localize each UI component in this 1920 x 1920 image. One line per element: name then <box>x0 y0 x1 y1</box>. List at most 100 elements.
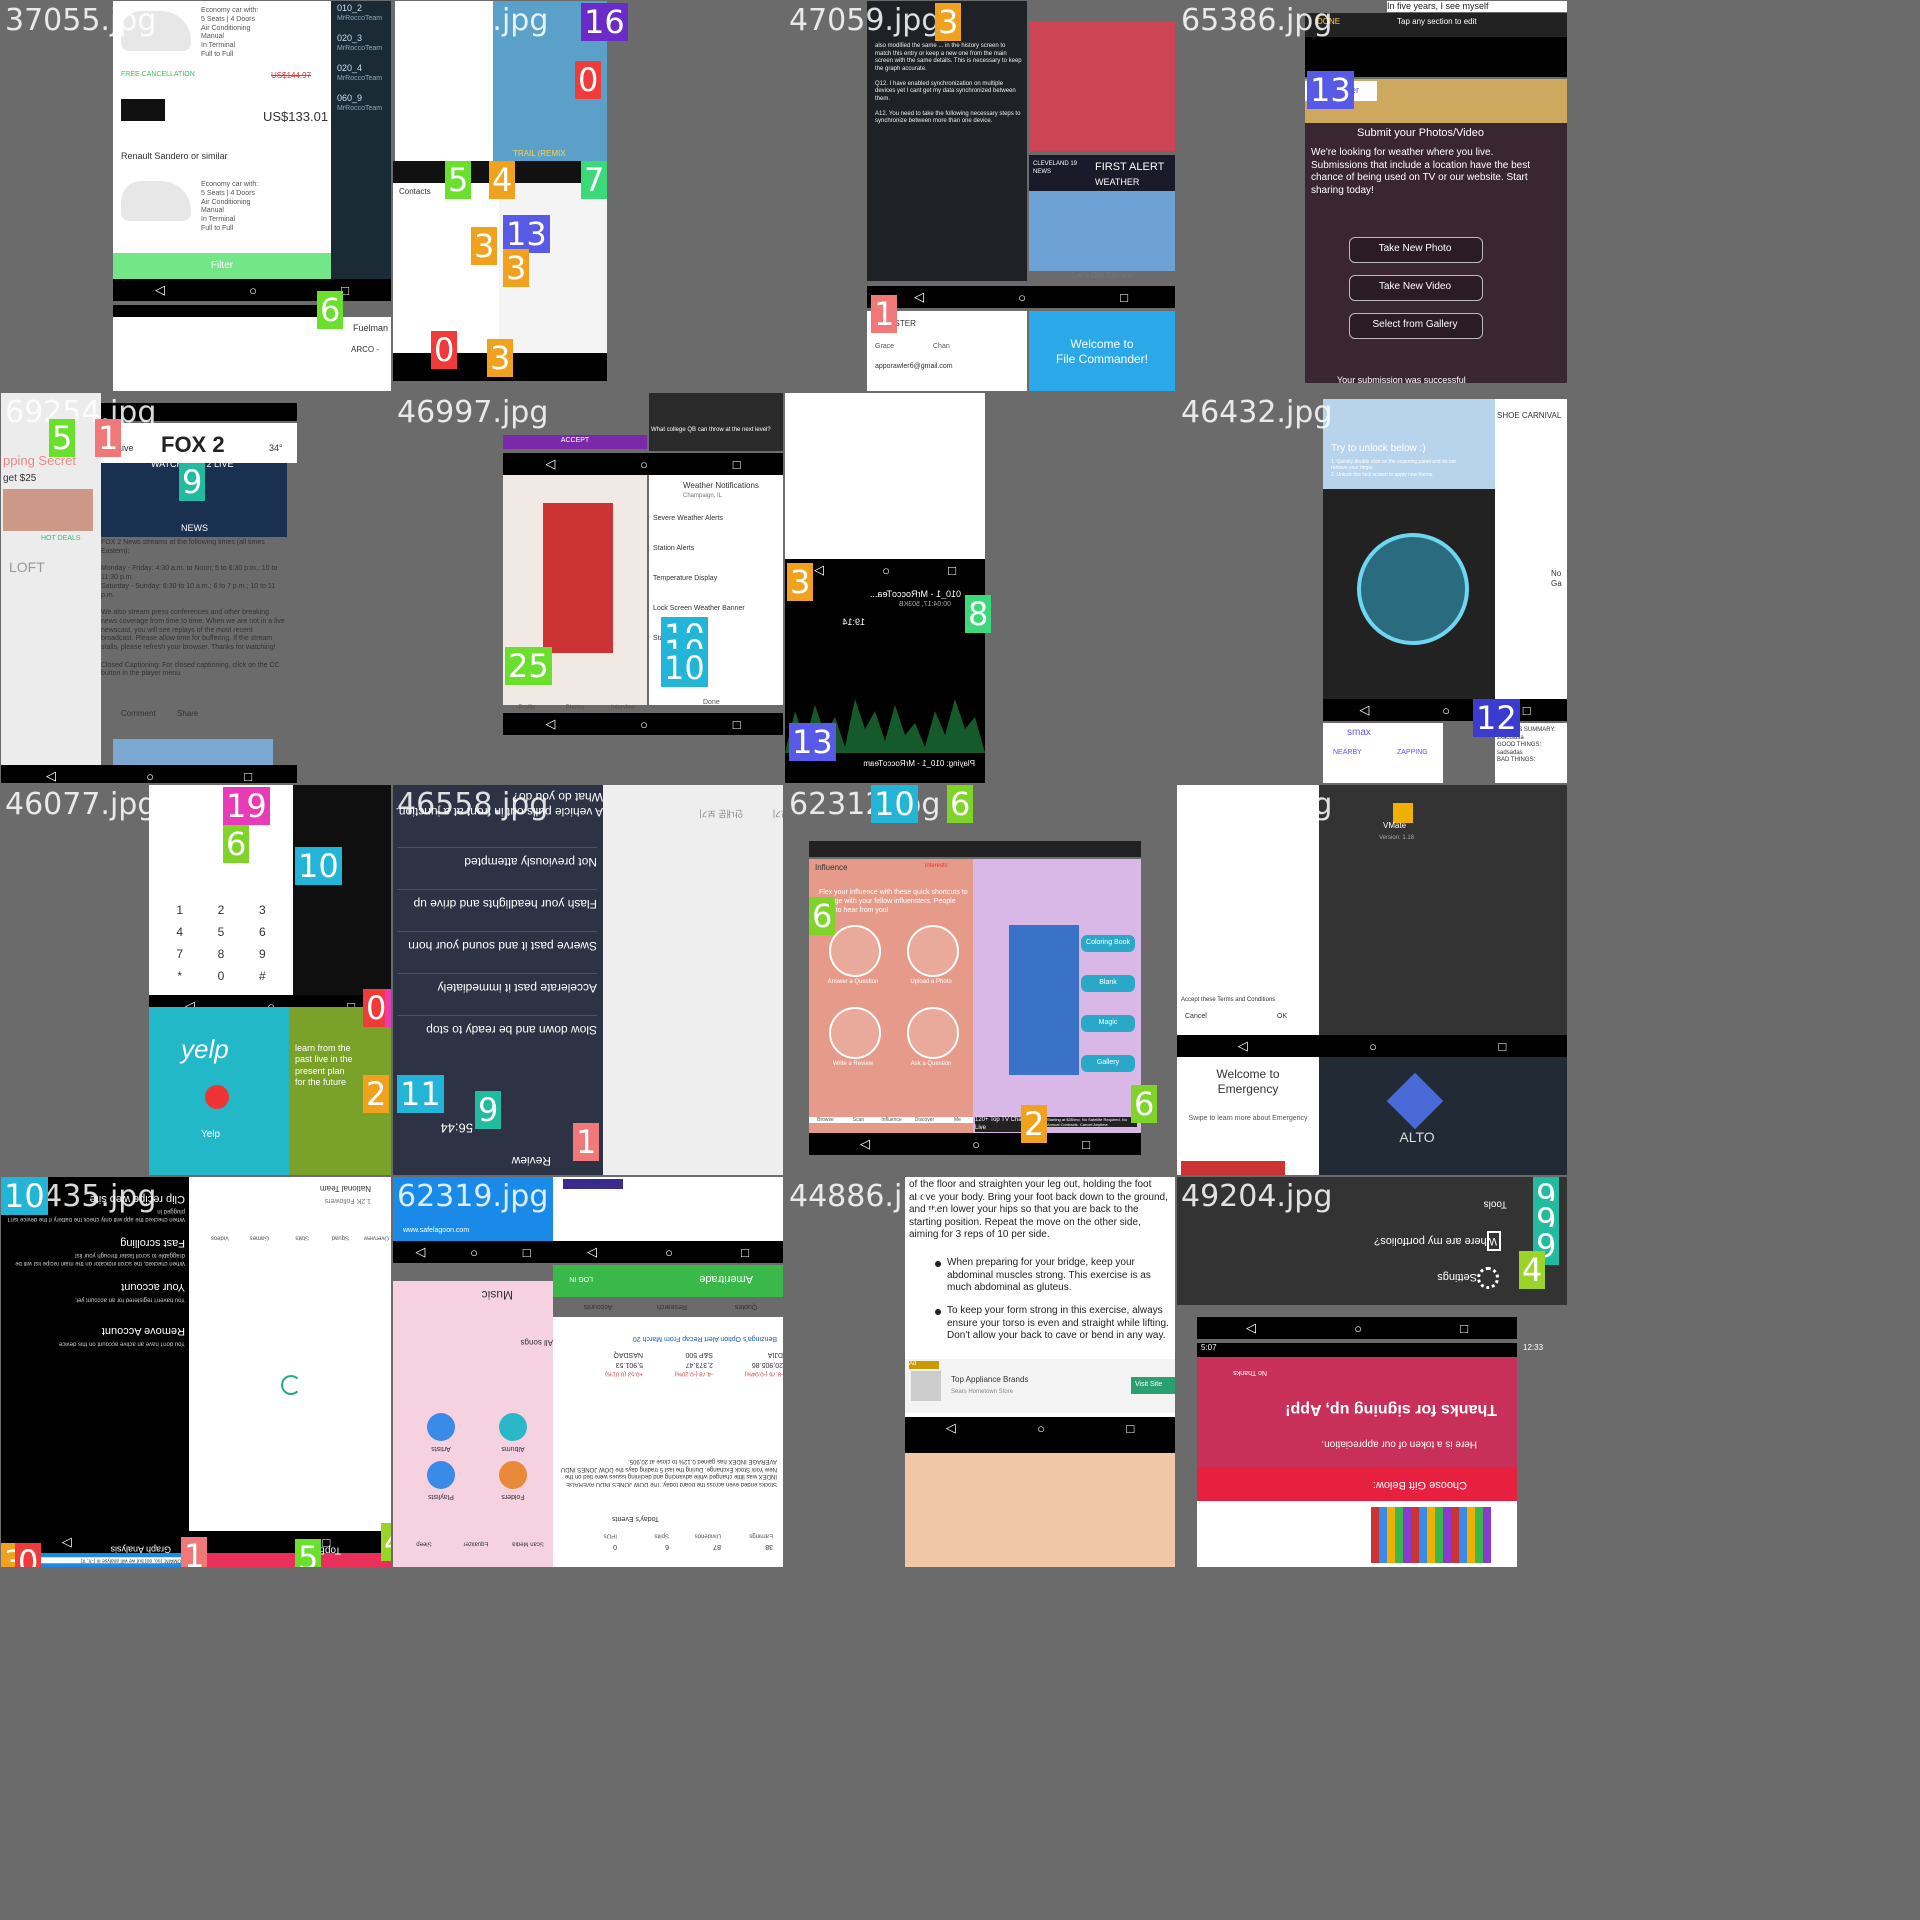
last-name-field[interactable]: Chan <box>933 343 950 350</box>
recents-button[interactable]: □ <box>1522 702 1531 718</box>
video-title[interactable]: 010_2 <box>337 3 363 13</box>
home-button[interactable]: ○ <box>1018 289 1026 305</box>
back-button[interactable]: ◁ <box>860 1136 871 1151</box>
back-button[interactable]: ◁ <box>415 1244 426 1259</box>
back-button[interactable]: ◁ <box>545 716 556 731</box>
video-title[interactable]: 020_4 <box>337 63 363 73</box>
back-button[interactable]: ◁ <box>914 289 925 304</box>
share-button[interactable]: Share <box>177 709 199 718</box>
dial-key[interactable]: 7 <box>176 947 183 961</box>
category-label[interactable]: Albums <box>501 1444 525 1452</box>
recents-button[interactable]: □ <box>1498 1038 1507 1054</box>
dial-key[interactable]: 9 <box>258 947 266 961</box>
recents-button[interactable]: □ <box>341 282 349 298</box>
action-button-label[interactable]: Take New Video <box>1378 281 1452 292</box>
recents-button[interactable]: □ <box>948 562 956 578</box>
get-started[interactable]: Let's Get Started <box>1072 271 1132 280</box>
home-button[interactable]: ○ <box>640 456 648 472</box>
setting-item[interactable]: Temperature Display <box>653 575 718 582</box>
back-button[interactable]: ◁ <box>1246 1320 1257 1335</box>
back-button[interactable]: ◁ <box>185 998 196 1013</box>
action-button-label[interactable]: Take New Photo <box>1378 243 1452 254</box>
setting-title[interactable]: Your account <box>121 1280 185 1293</box>
team-tab[interactable]: Overview <box>363 1234 389 1241</box>
team-tab[interactable]: Videos <box>210 1234 229 1241</box>
accept-button[interactable]: ACCEPT <box>560 437 590 444</box>
recents-button[interactable]: □ <box>244 768 252 784</box>
recents-button[interactable]: □ <box>741 1244 749 1260</box>
action-button-label[interactable]: Select from Gallery <box>1372 319 1458 330</box>
interests-link[interactable]: interests <box>925 863 948 869</box>
bottom-tab[interactable]: Browse <box>809 1117 842 1124</box>
ok-button[interactable]: OK <box>1277 1013 1288 1020</box>
home-button[interactable]: ○ <box>1442 702 1450 718</box>
home-button[interactable]: ○ <box>640 716 648 732</box>
research-tab[interactable]: Research <box>657 1302 687 1310</box>
answer-option[interactable]: Slow down and be ready to stop <box>397 1015 597 1037</box>
hot-deals-link[interactable]: HOT DEALS <box>41 535 81 542</box>
video-title[interactable]: 060_9 <box>337 93 363 103</box>
game-button[interactable]: Gallery <box>1081 1055 1135 1072</box>
recents-button[interactable]: □ <box>522 1244 531 1260</box>
dial-key[interactable]: 2 <box>217 903 225 917</box>
action-label[interactable]: Write a Review <box>832 1061 874 1067</box>
profile-tab[interactable]: Photos <box>565 705 585 711</box>
review-button[interactable]: Review <box>511 1154 551 1168</box>
first-name-field[interactable]: Grace <box>875 343 895 350</box>
url-label[interactable]: www.safelagoon.com <box>403 1227 470 1234</box>
filter-label[interactable]: Filter <box>210 260 234 271</box>
dial-key[interactable]: * <box>177 969 182 983</box>
back-button[interactable]: ◁ <box>46 768 57 783</box>
setting-title[interactable]: Fast scrolling <box>120 1236 185 1249</box>
profile-tab[interactable]: Profile <box>518 705 536 711</box>
bottom-tab[interactable]: Discover <box>908 1117 941 1124</box>
bottom-tab[interactable]: Scan <box>842 1117 875 1124</box>
zapping-tab[interactable]: ZAPPING <box>1397 749 1428 756</box>
email-field[interactable]: apporawlerб@gmail.com <box>875 363 953 370</box>
settings-item[interactable]: Settings <box>1437 1270 1477 1283</box>
dial-key[interactable]: 3 <box>258 903 266 917</box>
all-songs[interactable]: All songs <box>520 1338 553 1347</box>
action-label[interactable]: Answer a Question <box>827 979 879 985</box>
setting-item[interactable]: Lock Screen Weather Banner <box>653 605 745 612</box>
back-button[interactable]: ◁ <box>587 1244 598 1259</box>
header-link[interactable]: 보기 <box>772 808 783 819</box>
recents-button[interactable]: □ <box>732 456 741 472</box>
no-thanks-button[interactable]: No Thanks <box>1233 1368 1267 1376</box>
bottom-button[interactable]: Sleep <box>416 1540 432 1547</box>
home-button[interactable]: ○ <box>882 562 890 578</box>
login-button[interactable]: LOG IN <box>569 1274 593 1282</box>
home-button[interactable]: ○ <box>972 1136 980 1152</box>
header-link[interactable]: 안내문 보기 <box>699 808 743 819</box>
answer-option[interactable]: Swerve past it and sound your horn <box>397 931 597 953</box>
game-button[interactable]: Coloring Book <box>1081 935 1135 952</box>
bottom-button[interactable]: Equalizer <box>463 1540 489 1547</box>
done-button[interactable]: DONE <box>1317 17 1341 26</box>
back-button[interactable]: ◁ <box>155 282 166 297</box>
answer-option[interactable]: Not previously attempted <box>397 847 597 869</box>
setting-title[interactable]: Remove Account <box>101 1324 185 1337</box>
recents-button[interactable]: □ <box>732 716 741 732</box>
back-button[interactable]: ◁ <box>545 456 556 471</box>
action-label[interactable]: Ask a Question <box>910 1061 952 1067</box>
nearby-tab[interactable]: NEARBY <box>1333 749 1362 756</box>
setting-item[interactable]: Severe Weather Alerts <box>653 515 723 522</box>
home-button[interactable]: ○ <box>146 768 154 784</box>
dial-key[interactable]: 4 <box>176 925 183 939</box>
recents-button[interactable]: □ <box>1126 1420 1135 1436</box>
category-label[interactable]: Artists <box>431 1444 451 1452</box>
dial-key[interactable]: 0 <box>217 969 225 983</box>
recents-button[interactable]: □ <box>1120 289 1128 305</box>
home-button[interactable]: ○ <box>1369 1038 1377 1054</box>
setting-item[interactable]: Station Alerts <box>653 545 695 552</box>
comment-button[interactable]: Comment <box>121 709 156 718</box>
back-button[interactable]: ◁ <box>61 1534 72 1549</box>
team-tab[interactable]: Games <box>249 1234 269 1241</box>
bottom-button[interactable]: Scan Media <box>512 1540 544 1547</box>
category-label[interactable]: Playlists <box>428 1492 454 1500</box>
back-button[interactable]: ◁ <box>1359 702 1370 717</box>
bottom-tab[interactable]: Me <box>941 1117 974 1124</box>
home-button[interactable]: ○ <box>1354 1320 1362 1336</box>
done-button[interactable]: Done <box>703 699 720 706</box>
research-tab[interactable]: Quotes <box>734 1302 758 1310</box>
